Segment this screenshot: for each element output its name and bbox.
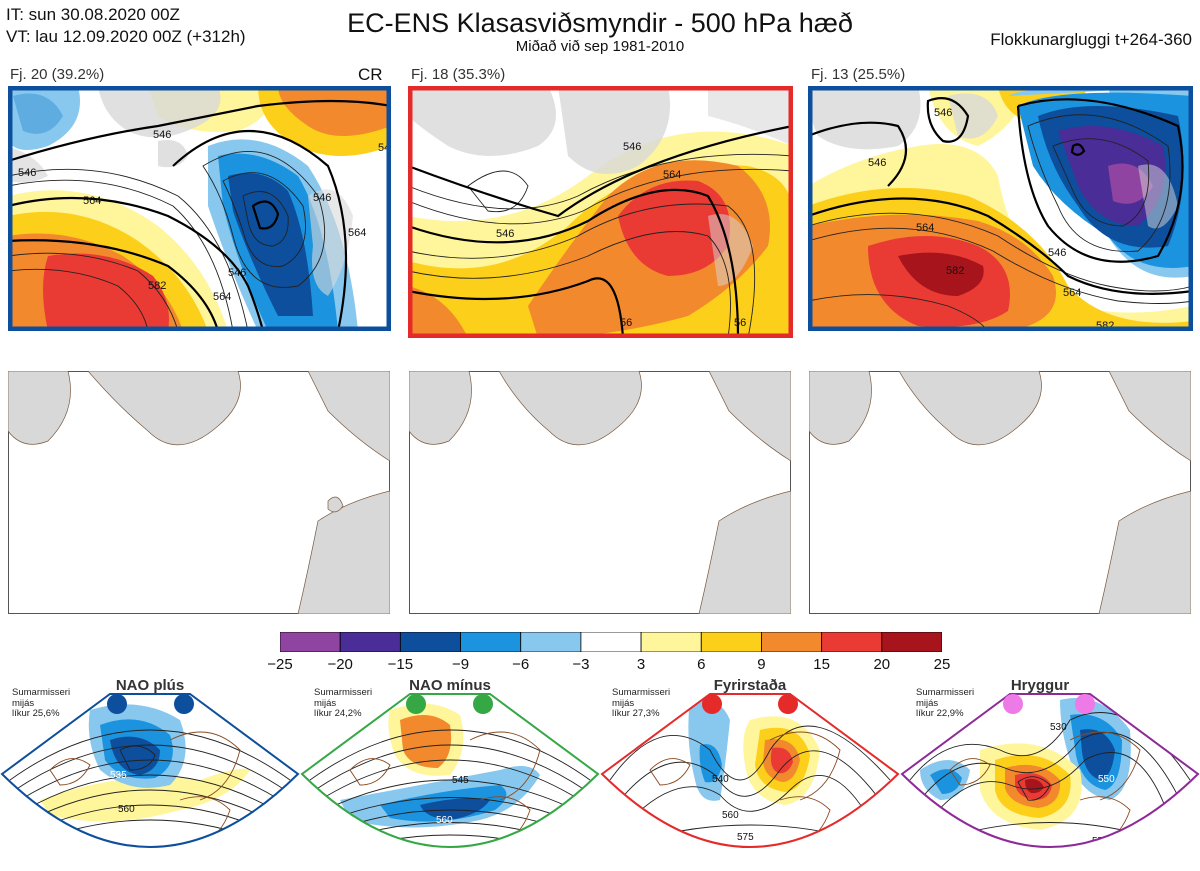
cluster-2-label: Fj. 18 (35.3%) (411, 66, 506, 83)
colorbar-tick-label: 3 (636, 656, 646, 673)
contour-label: 545 (452, 775, 469, 786)
regime-4-dot-left (1003, 694, 1023, 714)
colorbar-swatch (881, 631, 943, 653)
contour-label: 560 (436, 815, 453, 826)
colorbar-tick-label: 25 (933, 656, 951, 673)
colorbar-tick-label: −20 (327, 656, 353, 673)
contour-label: 540 (712, 774, 729, 785)
regime-1-title: NAO plús (115, 677, 185, 694)
cluster-1-label: Fj. 20 (39.2%) (10, 66, 105, 83)
regime-3-title: Fyrirstaða (713, 677, 787, 694)
contour-label: 560 (722, 810, 739, 821)
cluster-map-3: 546 546 564 582 564 546 582 (808, 86, 1193, 331)
regime-2-dot-right (473, 694, 493, 714)
colorbar-tick-label: −25 (267, 656, 293, 673)
initial-time: IT: sun 30.08.2020 00Z (6, 5, 180, 24)
classification-window: Flokkunargluggi t+264-360 (990, 30, 1192, 49)
contour-label: 546 (153, 129, 171, 141)
regime-1-dot-right (174, 694, 194, 714)
cluster-map-1: 546 546 564 582 546 564 546 546 564 (8, 86, 391, 331)
contour-label: 546 (1048, 247, 1066, 259)
regime-2-dot-left (406, 694, 426, 714)
contour-label: 560 (118, 804, 135, 815)
regime-1-dot-left (107, 694, 127, 714)
regime-4-note: Sumarmisseri mijás líkur 22,9% (916, 687, 975, 719)
contour-label: 546 (228, 267, 246, 279)
colorbar-tick-label: 6 (697, 656, 706, 673)
regime-1-note: Sumarmisseri mijás líkur 25,6% (12, 687, 71, 719)
colorbar-swatch (580, 631, 642, 653)
empty-map-3 (809, 371, 1191, 614)
contour-label: 530 (1050, 722, 1067, 733)
contour-label: 564 (348, 227, 366, 239)
colorbar-tick-label: −6 (512, 656, 530, 673)
regime-3-dot-right (778, 694, 798, 714)
regime-map-nao-minus: 545 560 575 (300, 690, 600, 871)
contour-label: 546 (496, 228, 514, 240)
contour-label: 582 (946, 265, 964, 277)
contour-label: 582 (1096, 320, 1114, 331)
page-title: EC-ENS Klasasviðsmyndir - 500 hPa hæð (347, 8, 853, 38)
colorbar-tick-label: −15 (387, 656, 414, 673)
colorbar-tick-label: 9 (757, 656, 766, 673)
colorbar-swatch (460, 631, 522, 653)
colorbar-tick-label: 15 (813, 656, 830, 673)
contour-label: 564 (83, 195, 101, 207)
regime-map-nao-plus: 535 560 (0, 690, 300, 871)
regime-3-note: Sumarmisseri mijás líkur 27,3% (612, 687, 671, 719)
colorbar-swatch (279, 631, 341, 653)
contour-label: 582 (148, 280, 166, 292)
regime-2-note: Sumarmisseri mijás líkur 24,2% (314, 687, 373, 719)
cluster-map-2: 546 546 564 56 56 (408, 86, 793, 338)
contour-label: 564 (1063, 287, 1081, 299)
contour-label: 56 (620, 317, 632, 329)
header-dates: IT: sun 30.08.2020 00Z VT: lau 12.09.202… (6, 4, 246, 48)
colorbar-swatch (821, 631, 883, 653)
regime-2-title: NAO mínus (409, 677, 491, 694)
empty-map-1 (8, 371, 390, 614)
contour-label: 564 (916, 222, 934, 234)
contour-label: 546 (18, 167, 36, 179)
contour-label: 575 (737, 832, 754, 843)
page-subtitle: Miðað við sep 1981-2010 (515, 38, 685, 55)
colorbar-swatch (700, 631, 762, 653)
valid-time: VT: lau 12.09.2020 00Z (+312h) (6, 27, 246, 46)
contour-label: 546 (868, 157, 886, 169)
colorbar-swatch (399, 631, 461, 653)
colorbar-swatch (640, 631, 702, 653)
contour-label: 546 (623, 141, 641, 153)
colorbar-swatch (339, 631, 401, 653)
contour-label: 564 (213, 291, 231, 303)
contour-label: 56 (734, 317, 746, 329)
colorbar-swatch (761, 631, 823, 653)
colorbar-tick-label: −9 (451, 656, 470, 673)
regime-4-title: Hryggur (1010, 677, 1070, 694)
cluster-1-tag: CR (358, 65, 383, 84)
colorbar-tick-label: 20 (873, 656, 891, 673)
contour-label: 546 (313, 192, 331, 204)
colorbar-tick-label: −3 (572, 656, 590, 673)
regime-map-ridge: 530 550 575 (900, 690, 1200, 871)
cluster-3-label: Fj. 13 (25.5%) (811, 66, 906, 83)
contour-label: 546 (934, 107, 952, 119)
colorbar-swatch (520, 631, 582, 653)
regime-4-dot-right (1075, 694, 1095, 714)
contour-label: 550 (1098, 774, 1115, 785)
colorbar (279, 631, 943, 653)
empty-map-2 (409, 371, 791, 614)
regime-map-blocking: 540 560 575 (600, 690, 900, 871)
contour-label: 535 (110, 770, 127, 781)
contour-label: 575 (448, 850, 465, 861)
regime-3-dot-left (702, 694, 722, 714)
contour-label: 564 (663, 169, 681, 181)
